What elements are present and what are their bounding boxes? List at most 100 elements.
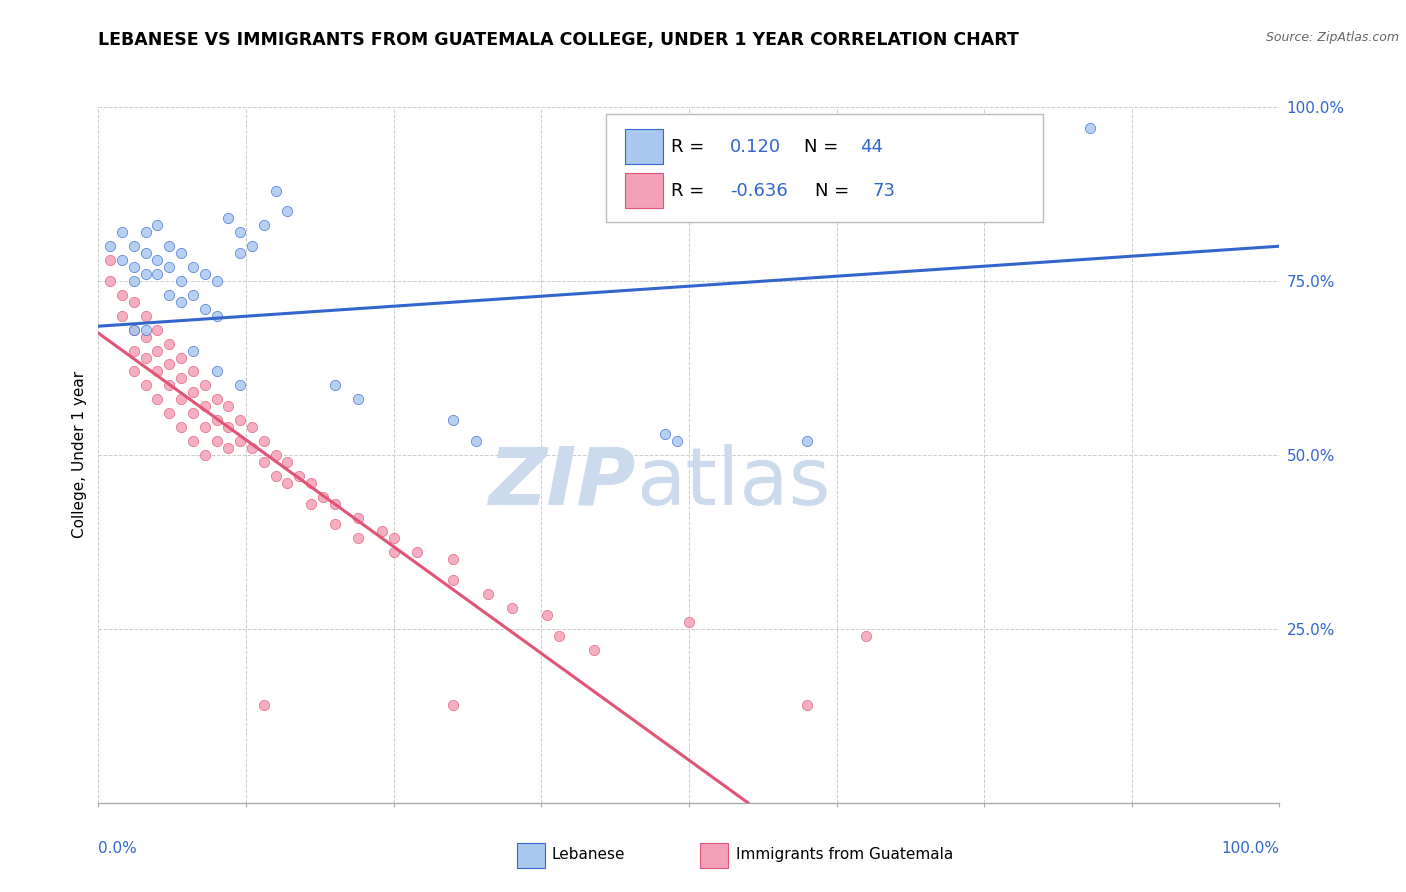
Point — [299, 497, 322, 511]
Text: 0.120: 0.120 — [730, 137, 782, 156]
Point — [323, 378, 346, 392]
Point — [146, 219, 169, 233]
Point — [146, 364, 169, 378]
Point — [205, 364, 228, 378]
Point — [194, 378, 217, 392]
Text: Immigrants from Guatemala: Immigrants from Guatemala — [737, 847, 953, 863]
Point — [323, 517, 346, 532]
Point — [170, 351, 193, 365]
Point — [181, 288, 204, 302]
Point — [548, 629, 571, 643]
Point — [181, 343, 204, 358]
Text: atlas: atlas — [636, 443, 830, 522]
Point — [194, 420, 217, 434]
Point — [170, 392, 193, 407]
Point — [229, 434, 252, 448]
Point — [181, 364, 204, 378]
Point — [157, 406, 180, 420]
Text: 73: 73 — [872, 182, 896, 200]
Point — [288, 468, 311, 483]
Point — [666, 434, 689, 448]
Text: Source: ZipAtlas.com: Source: ZipAtlas.com — [1265, 31, 1399, 45]
Text: 0.0%: 0.0% — [98, 841, 138, 856]
Point — [477, 587, 499, 601]
Point — [217, 399, 239, 413]
Point — [371, 524, 394, 539]
Point — [855, 629, 877, 643]
Y-axis label: College, Under 1 year: College, Under 1 year — [72, 371, 87, 539]
Point — [157, 288, 180, 302]
Point — [276, 204, 298, 219]
Point — [181, 385, 204, 400]
Point — [194, 301, 217, 316]
Point — [205, 413, 228, 427]
Point — [796, 698, 818, 713]
Point — [135, 225, 157, 239]
Text: 100.0%: 100.0% — [1222, 841, 1279, 856]
Text: ZIP: ZIP — [488, 443, 636, 522]
Point — [122, 364, 145, 378]
Point — [135, 378, 157, 392]
Point — [264, 448, 287, 462]
Point — [347, 532, 370, 546]
Point — [157, 378, 180, 392]
Point — [796, 434, 818, 448]
Point — [583, 642, 606, 657]
Point — [146, 323, 169, 337]
Point — [382, 532, 405, 546]
Point — [536, 607, 558, 622]
Point — [441, 573, 464, 587]
Point — [229, 378, 252, 392]
Point — [181, 434, 204, 448]
Point — [382, 545, 405, 559]
Point — [146, 253, 169, 268]
Point — [312, 490, 335, 504]
Point — [406, 545, 429, 559]
Point — [170, 420, 193, 434]
Point — [323, 497, 346, 511]
Point — [146, 392, 169, 407]
Point — [111, 288, 134, 302]
Point — [98, 253, 121, 268]
FancyBboxPatch shape — [626, 173, 664, 208]
Point — [217, 211, 239, 226]
Point — [465, 434, 488, 448]
Text: N =: N = — [803, 137, 844, 156]
FancyBboxPatch shape — [606, 114, 1043, 222]
Point — [253, 698, 276, 713]
Point — [194, 448, 217, 462]
FancyBboxPatch shape — [626, 129, 664, 164]
Point — [347, 510, 370, 524]
Point — [135, 246, 157, 260]
Point — [299, 475, 322, 490]
Point — [157, 358, 180, 372]
Point — [181, 406, 204, 420]
Point — [1080, 120, 1102, 135]
Point — [217, 441, 239, 455]
Point — [157, 336, 180, 351]
Point — [135, 351, 157, 365]
Point — [135, 267, 157, 281]
Point — [441, 698, 464, 713]
Point — [264, 468, 287, 483]
Point — [264, 184, 287, 198]
Point — [276, 455, 298, 469]
Point — [441, 413, 464, 427]
Point — [253, 455, 276, 469]
Point — [501, 601, 523, 615]
FancyBboxPatch shape — [516, 843, 546, 868]
Text: N =: N = — [815, 182, 855, 200]
Point — [170, 246, 193, 260]
FancyBboxPatch shape — [700, 843, 728, 868]
Point — [122, 239, 145, 253]
Point — [229, 246, 252, 260]
Point — [194, 399, 217, 413]
Point — [98, 274, 121, 288]
Point — [157, 239, 180, 253]
Point — [170, 371, 193, 385]
Point — [122, 343, 145, 358]
Point — [229, 225, 252, 239]
Point — [181, 260, 204, 274]
Point — [122, 323, 145, 337]
Point — [135, 309, 157, 323]
